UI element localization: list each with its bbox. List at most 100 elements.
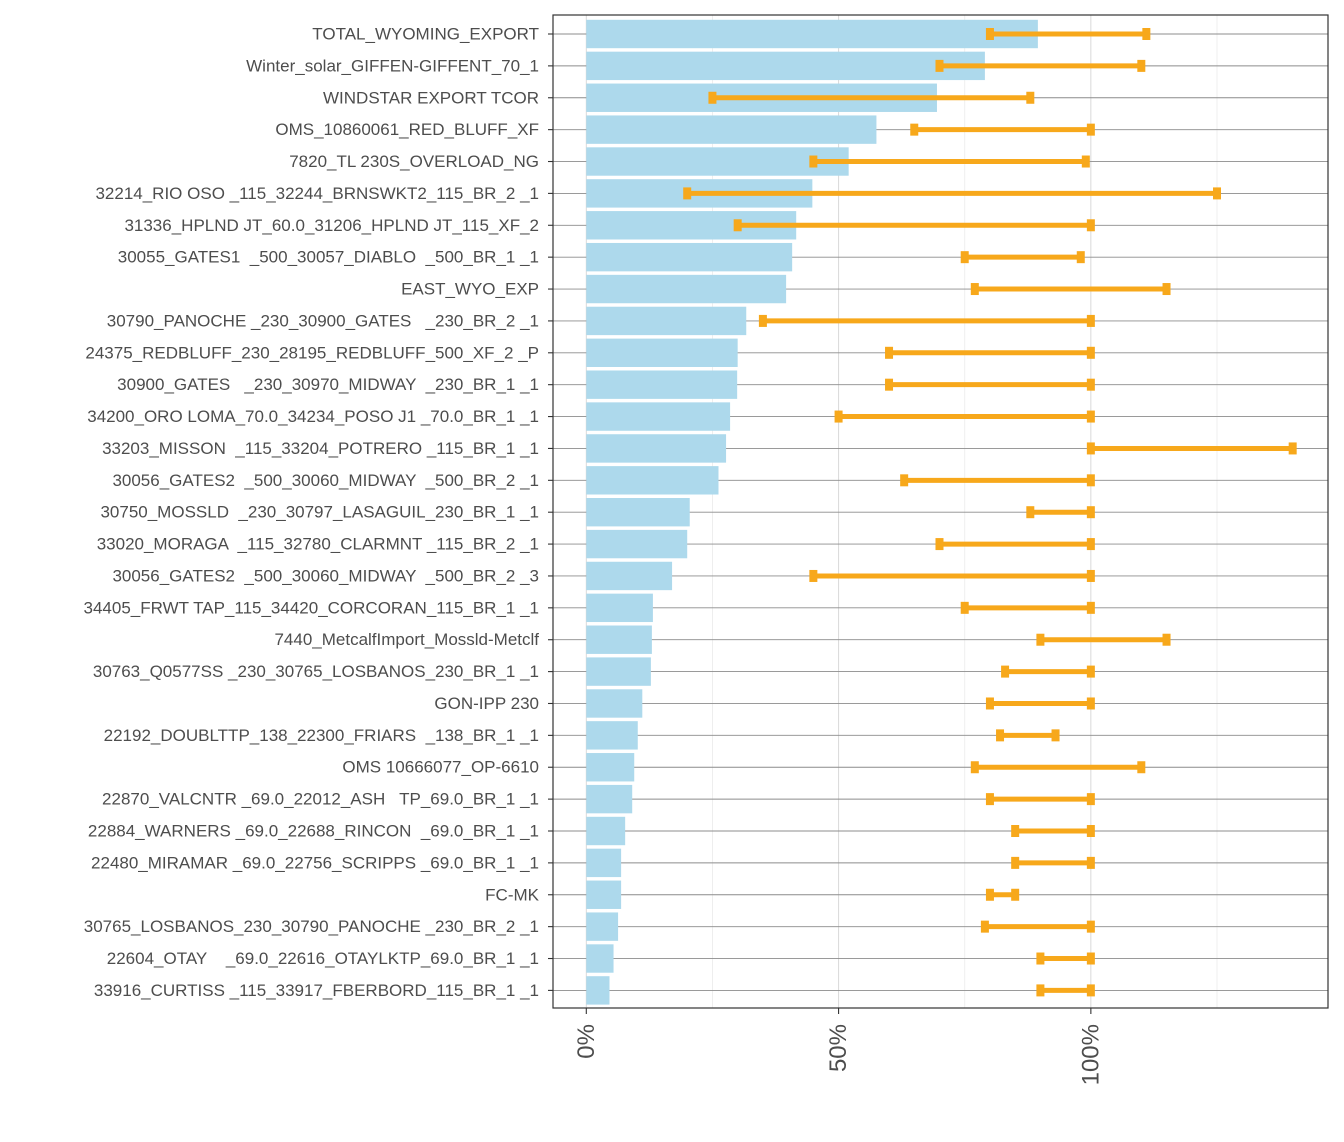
range-cap-low: [885, 346, 894, 359]
bar: [586, 561, 673, 591]
bar: [586, 338, 738, 367]
y-tick-label: 32214_RIO OSO _115_32244_BRNSWKT2_115_BR…: [95, 184, 539, 203]
range-cap-low: [809, 155, 818, 168]
bar: [586, 689, 643, 718]
range-cap-high: [1086, 474, 1095, 487]
range-cap-low: [960, 251, 969, 264]
range-cap-high: [1081, 155, 1090, 168]
range-cap-high: [1086, 601, 1095, 614]
bar: [586, 625, 652, 654]
x-tick-label: 50%: [825, 1024, 852, 1072]
range-cap-low: [985, 888, 994, 901]
range-cap-low: [1086, 442, 1095, 455]
range-cap-high: [1026, 91, 1035, 104]
bar: [586, 402, 731, 431]
range-cap-low: [885, 378, 894, 391]
bar: [586, 274, 787, 304]
range-cap-high: [1011, 888, 1020, 901]
bar: [586, 721, 638, 750]
y-tick-label: 34405_FRWT TAP_115_34420_CORCORAN_115_BR…: [84, 598, 540, 617]
y-tick-label: 33203_MISSON _115_33204_POTRERO _115_BR_…: [102, 439, 539, 458]
range-cap-high: [1137, 761, 1146, 774]
y-tick-label: 22884_WARNERS _69.0_22688_RINCON _69.0_B…: [88, 822, 539, 841]
bar: [586, 848, 622, 878]
y-tick-label: GON-IPP 230: [434, 694, 539, 713]
range-cap-low: [970, 761, 979, 774]
range-cap-high: [1076, 251, 1085, 264]
bar: [586, 115, 877, 144]
range-cap-low: [834, 410, 843, 423]
range-cap-high: [1086, 665, 1095, 678]
range-cap-low: [985, 793, 994, 806]
bar: [586, 880, 622, 909]
range-cap-high: [1288, 442, 1297, 455]
bar: [586, 816, 626, 846]
range-cap-high: [1142, 28, 1151, 40]
range-cap-low: [1036, 984, 1045, 997]
range-cap-high: [1162, 633, 1171, 646]
y-tick-label: 30900_GATES _230_30970_MIDWAY _230_BR_1 …: [117, 375, 539, 394]
range-cap-low: [910, 123, 919, 136]
y-tick-label: 30750_MOSSLD _230_30797_LASAGUIL_230_BR_…: [100, 503, 539, 522]
range-cap-high: [1162, 283, 1171, 296]
bar: [586, 306, 747, 336]
y-tick-label: WINDSTAR EXPORT TCOR: [323, 88, 539, 107]
range-cap-high: [1086, 825, 1095, 837]
bar: [586, 51, 985, 81]
y-tick-label: 22480_MIRAMAR _69.0_22756_SCRIPPS _69.0_…: [91, 853, 539, 872]
range-cap-high: [1086, 793, 1095, 806]
range-cap-low: [970, 283, 979, 296]
y-tick-label: 34200_ORO LOMA_70.0_34234_POSO J1 _70.0_…: [87, 407, 539, 426]
panel-border: [552, 14, 1329, 1009]
range-cap-high: [1086, 410, 1095, 423]
range-cap-low: [1011, 825, 1020, 837]
range-lines: [683, 28, 1297, 997]
bar: [586, 976, 610, 1005]
bar: [586, 370, 738, 399]
bar: [586, 19, 1038, 49]
y-tick-label: TOTAL_WYOMING_EXPORT: [312, 25, 539, 44]
range-cap-low: [985, 28, 994, 40]
range-cap-high: [1212, 187, 1221, 200]
range-cap-high: [1137, 59, 1146, 72]
range-cap-low: [996, 729, 1005, 742]
range-cap-low: [980, 920, 989, 933]
x-tick-label: 0%: [573, 1024, 600, 1059]
bar: [586, 944, 614, 973]
range-cap-high: [1086, 378, 1095, 391]
bar: [586, 147, 849, 176]
range-cap-low: [1036, 633, 1045, 646]
range-cap-low: [1036, 952, 1045, 965]
range-cap-low: [935, 538, 944, 551]
y-tick-label: 30055_GATES1 _500_30057_DIABLO _500_BR_1…: [118, 248, 539, 267]
y-tick-label: EAST_WYO_EXP: [401, 280, 539, 299]
range-cap-low: [900, 474, 909, 487]
y-tick-label: 22604_OTAY _69.0_22616_OTAYLKTP_69.0_BR_…: [107, 949, 539, 968]
range-cap-high: [1086, 920, 1095, 933]
y-tick-label: 22192_DOUBLTTP_138_22300_FRIARS _138_BR_…: [104, 726, 539, 745]
range-cap-high: [1086, 984, 1095, 997]
bar: [586, 466, 719, 495]
range-cap-high: [1086, 569, 1095, 582]
bar: [586, 498, 690, 527]
bar: [586, 242, 793, 272]
range-cap-low: [809, 569, 818, 582]
bar: [586, 434, 727, 463]
bar: [586, 593, 653, 623]
y-tick-label: 30763_Q0577SS _230_30765_LOSBANOS_230_BR…: [93, 662, 539, 681]
bar: [586, 784, 633, 814]
y-tick-label: 7440_MetcalfImport_Mossld-Metclf: [274, 630, 539, 649]
y-tick-label: 31336_HPLND JT_60.0_31206_HPLND JT_115_X…: [124, 216, 539, 235]
range-cap-high: [1086, 856, 1095, 869]
range-cap-high: [1086, 314, 1095, 327]
y-tick-label: OMS_10860061_RED_BLUFF_XF: [275, 120, 539, 139]
y-tick-label: OMS 10666077_OP-6610: [342, 758, 539, 777]
y-tick-label: 30765_LOSBANOS_230_30790_PANOCHE _230_BR…: [84, 917, 539, 936]
y-tick-label: 30056_GATES2 _500_30060_MIDWAY _500_BR_2…: [112, 471, 539, 490]
range-cap-high: [1086, 538, 1095, 551]
bar: [586, 529, 688, 559]
y-tick-label: 33020_MORAGA _115_32780_CLARMNT _115_BR_…: [97, 535, 539, 554]
y-tick-label: 33916_CURTISS _115_33917_FBERBORD_115_BR…: [94, 981, 539, 1000]
y-tick-label: 7820_TL 230S_OVERLOAD_NG: [289, 152, 539, 171]
